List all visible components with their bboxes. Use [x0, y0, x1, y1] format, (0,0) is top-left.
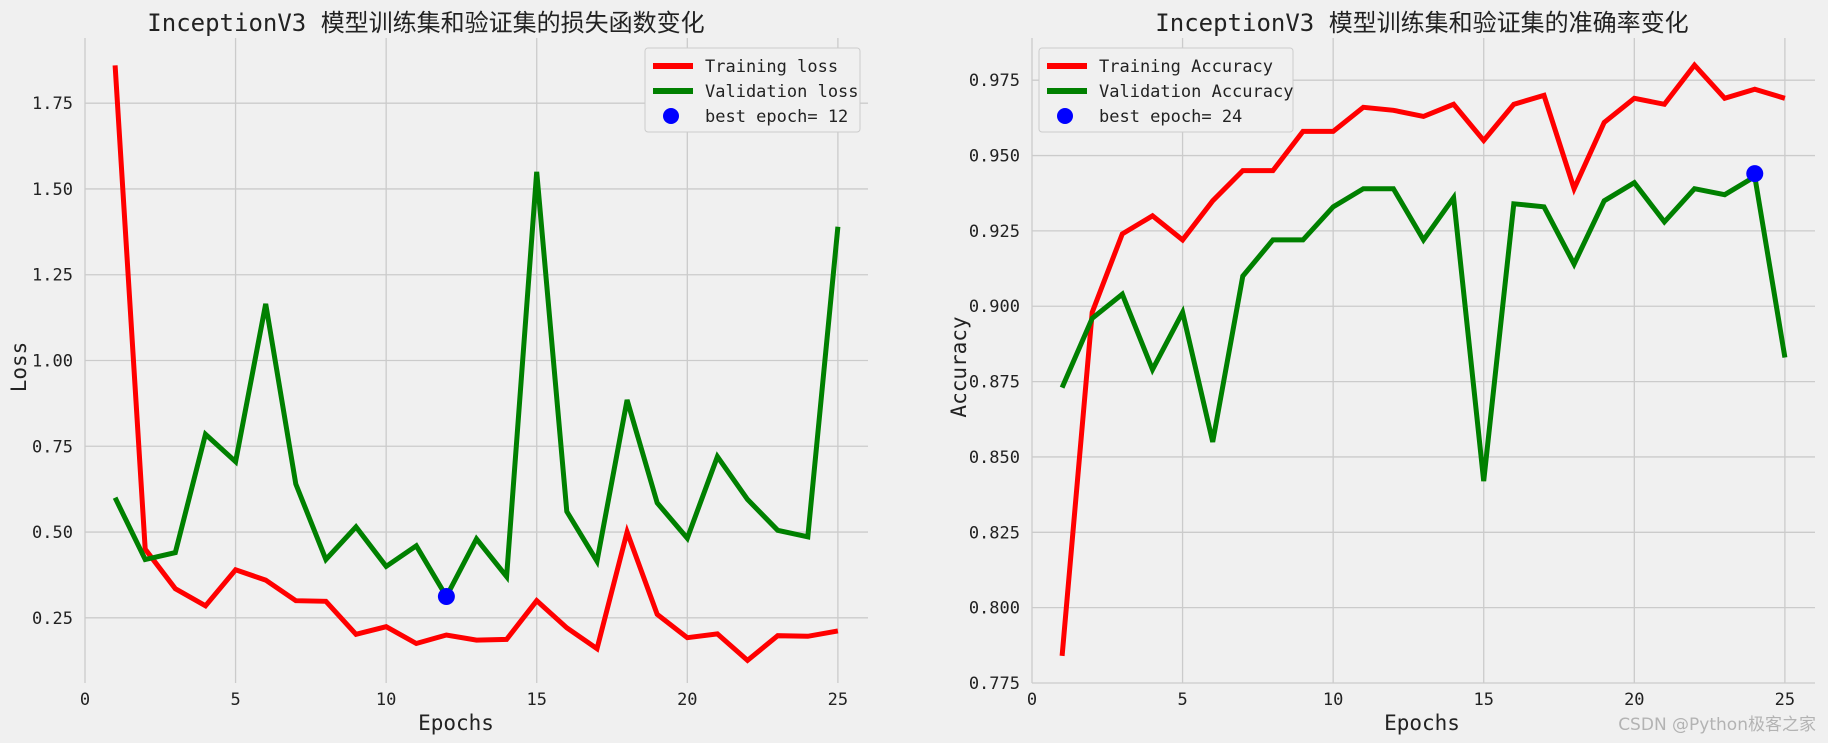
loss-chart-title: InceptionV3 模型训练集和验证集的损失函数变化: [147, 9, 704, 37]
accuracy-x-ticks: 0 5 10 15 20 25: [1027, 690, 1795, 710]
accuracy-grid: [1031, 38, 1815, 684]
accuracy-x-tick-label: 10: [1323, 690, 1343, 710]
accuracy-x-tick-label: 0: [1027, 690, 1037, 710]
loss-best-epoch-point: [437, 588, 455, 606]
loss-y-axis-label: Loss: [7, 342, 31, 393]
loss-legend: Training loss Validation loss best epoch…: [644, 47, 861, 133]
watermark: CSDN @Python极客之家: [1618, 715, 1816, 735]
accuracy-y-tick-label: 0.925: [969, 222, 1020, 242]
loss-y-tick-label: 1.25: [32, 266, 73, 286]
loss-y-tick-label: 1.00: [32, 352, 73, 372]
loss-y-ticks: 0.25 0.50 0.75 1.00 1.25 1.50 1.75: [32, 94, 73, 629]
loss-y-tick-label: 1.75: [32, 94, 73, 114]
accuracy-x-tick-label: 25: [1775, 690, 1795, 710]
loss-series: [112, 65, 841, 664]
accuracy-y-tick-label: 0.800: [969, 599, 1020, 619]
accuracy-legend-training-label: Training Accuracy: [1099, 57, 1273, 77]
loss-chart: InceptionV3 模型训练集和验证集的损失函数变化 0 5 10 15 20 25 …: [7, 9, 868, 735]
loss-x-tick-label: 10: [376, 690, 396, 710]
accuracy-y-tick-label: 0.825: [969, 523, 1020, 543]
loss-y-tick-label: 0.50: [32, 523, 73, 543]
accuracy-legend-best-marker: [1057, 108, 1073, 124]
accuracy-training-line: [1059, 61, 1786, 657]
accuracy-legend-box: [1038, 47, 1294, 133]
accuracy-y-tick-label: 0.975: [969, 71, 1020, 91]
accuracy-y-tick-label: 0.850: [969, 448, 1020, 468]
accuracy-series: [1059, 61, 1788, 657]
loss-x-tick-label: 25: [828, 690, 848, 710]
loss-legend-box: [644, 47, 861, 133]
loss-y-tick-label: 0.75: [32, 437, 73, 457]
loss-x-axis-label: Epochs: [418, 711, 494, 735]
loss-legend-training-label: Training loss: [705, 57, 838, 77]
loss-x-tick-label: 0: [80, 690, 90, 710]
accuracy-best-epoch-point: [1746, 165, 1764, 183]
loss-training-line: [112, 65, 839, 664]
accuracy-y-ticks: 0.775 0.800 0.825 0.850 0.875 0.900 0.925 0.950…: [969, 71, 1020, 694]
loss-y-tick-label: 1.50: [32, 180, 73, 200]
accuracy-legend-validation-label: Validation Accuracy: [1099, 82, 1293, 102]
loss-x-ticks: 0 5 10 15 20 25: [80, 690, 848, 710]
accuracy-y-tick-label: 0.950: [969, 147, 1020, 167]
accuracy-y-axis-label: Accuracy: [947, 316, 971, 417]
loss-x-tick-label: 5: [230, 690, 240, 710]
accuracy-validation-line: [1059, 172, 1788, 482]
loss-x-tick-label: 20: [677, 690, 697, 710]
accuracy-y-tick-label: 0.875: [969, 373, 1020, 393]
accuracy-x-tick-label: 5: [1177, 690, 1187, 710]
accuracy-x-axis-label: Epochs: [1384, 711, 1460, 735]
loss-x-tick-label: 15: [526, 690, 546, 710]
accuracy-x-tick-label: 15: [1473, 690, 1493, 710]
loss-legend-best-marker: [663, 108, 679, 124]
loss-grid: [84, 38, 868, 683]
loss-legend-validation-label: Validation loss: [705, 82, 859, 102]
accuracy-y-tick-label: 0.900: [969, 297, 1020, 317]
accuracy-chart: InceptionV3 模型训练集和验证集的准确率变化 0 5 10 15 20 25 0…: [947, 9, 1815, 735]
accuracy-legend-best-label: best epoch= 24: [1099, 107, 1242, 127]
loss-y-tick-label: 0.25: [32, 609, 73, 629]
accuracy-chart-title: InceptionV3 模型训练集和验证集的准确率变化: [1155, 9, 1688, 37]
loss-legend-best-label: best epoch= 12: [705, 107, 848, 127]
accuracy-legend: Training Accuracy Validation Accuracy be…: [1038, 47, 1294, 133]
accuracy-x-tick-label: 20: [1624, 690, 1644, 710]
loss-validation-line: [112, 171, 841, 602]
accuracy-y-tick-label: 0.775: [969, 674, 1020, 694]
